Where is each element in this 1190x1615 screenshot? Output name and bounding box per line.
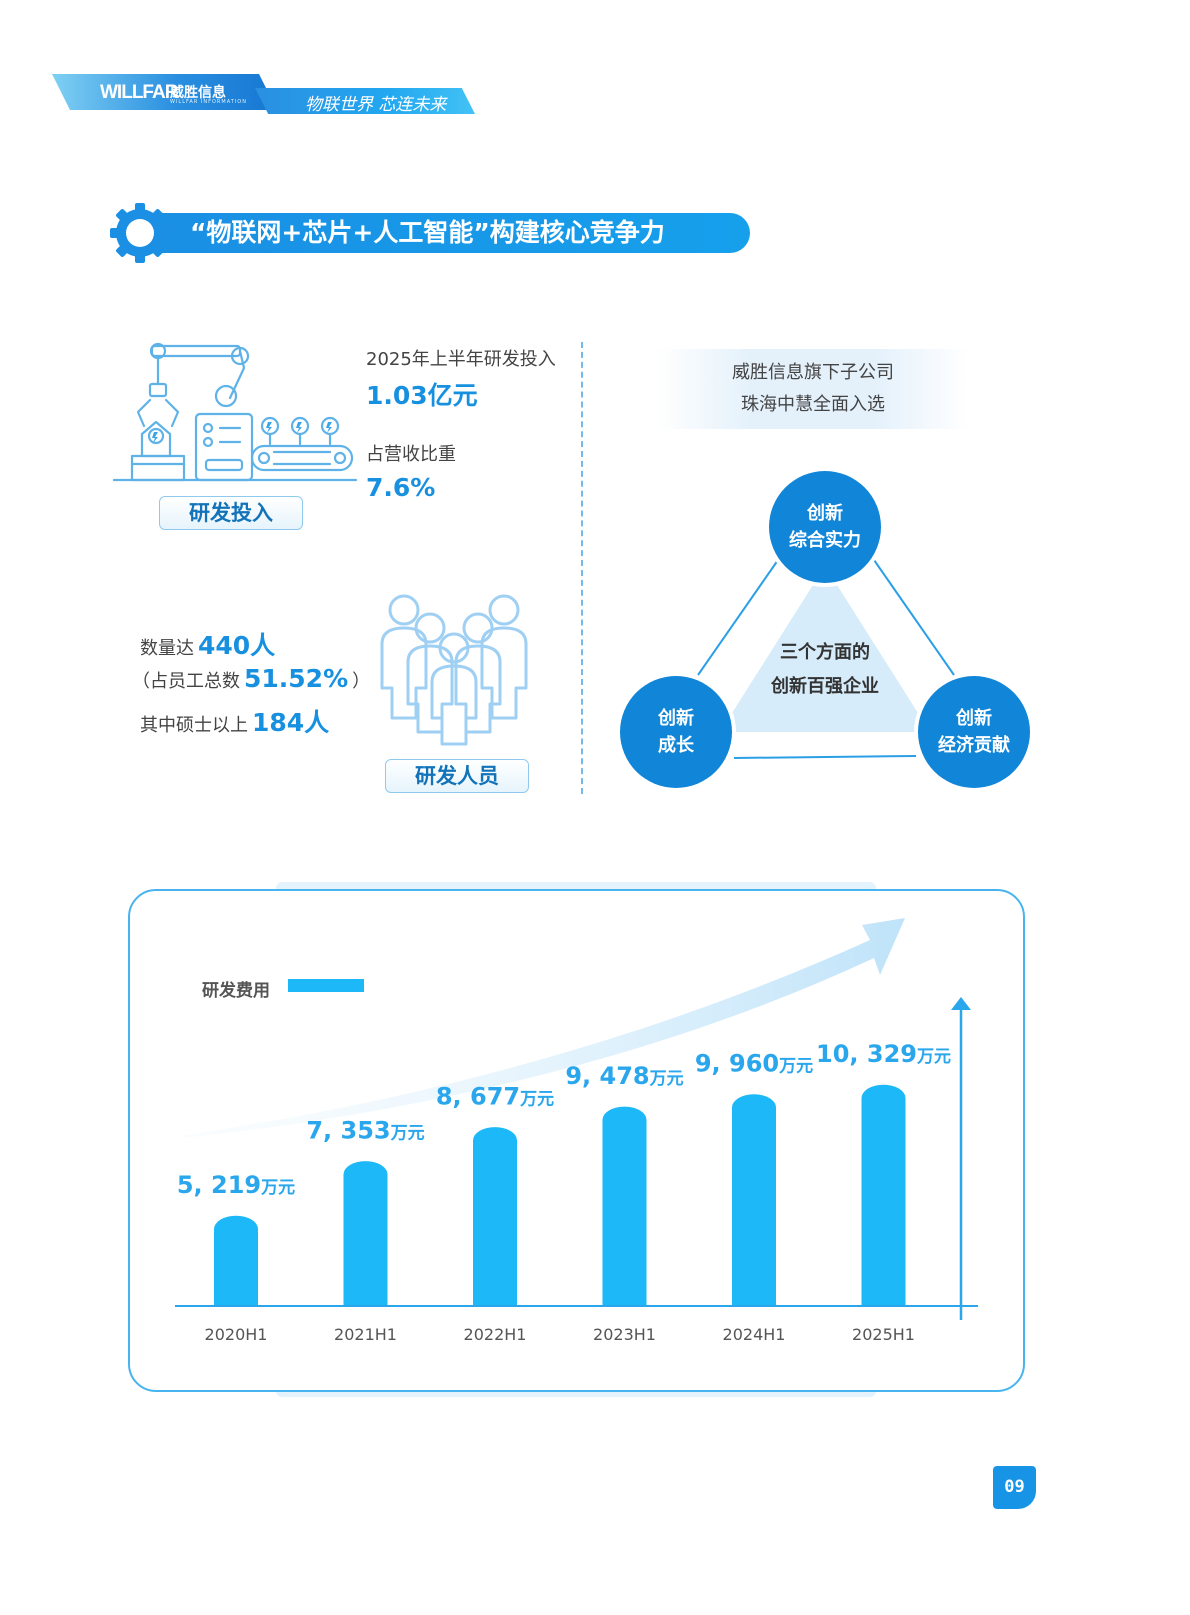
brand-name: 威胜信息: [170, 85, 226, 101]
data-label-2020H1: 5, 219万元: [177, 1171, 295, 1199]
rd-investment-button: 研发投入: [159, 496, 303, 530]
circle-top-line1: 创新: [807, 503, 843, 524]
staff-count-prefix: 数量达: [140, 638, 194, 659]
header-banner-right: [255, 88, 475, 114]
header-banner-left: [52, 74, 277, 110]
legend-label: 研发费用: [202, 981, 270, 1001]
center-label: 三个方面的 创新百强企业: [744, 636, 906, 704]
revenue-share-label: 占营收比重: [366, 444, 456, 465]
data-label-2021H1: 7, 353万元: [306, 1116, 424, 1144]
masters-prefix: 其中硕士以上: [140, 715, 248, 736]
masters-line: 其中硕士以上 184人: [140, 703, 333, 739]
staff-share-value: 51.52%: [244, 664, 349, 693]
subsidiary-box: 威胜信息旗下子公司 珠海中慧全面入选: [657, 349, 969, 429]
legend-swatch: [288, 979, 364, 992]
company-logo: WILLFAR: [100, 82, 178, 103]
bar-2023H1: [602, 1106, 647, 1306]
brand-subtitle: WILLFAR INFORMATION: [170, 99, 247, 105]
bar-2021H1: [343, 1161, 388, 1306]
robot-arm-icon: [112, 342, 358, 482]
circle-left-line1: 创新: [658, 708, 694, 729]
data-label-2023H1: 9, 478万元: [565, 1062, 683, 1090]
staff-count-value: 440人: [198, 631, 276, 660]
x-tick-2021H1: 2021H1: [334, 1325, 397, 1344]
center-line1: 三个方面的: [780, 642, 870, 663]
staff-share-suffix: ）: [352, 671, 371, 692]
x-tick-2024H1: 2024H1: [723, 1325, 786, 1344]
bar-2025H1: [861, 1084, 906, 1306]
rd-staff-button: 研发人员: [385, 759, 529, 793]
bar-2022H1: [473, 1127, 517, 1306]
subsidiary-line1: 威胜信息旗下子公司: [732, 362, 894, 383]
slogan: 物联世界 芯连未来: [305, 95, 447, 115]
x-tick-2020H1: 2020H1: [205, 1325, 268, 1344]
data-label-2024H1: 9, 960万元: [695, 1049, 813, 1077]
rd-investment-label: 2025年上半年研发投入: [366, 349, 556, 370]
rd-investment-value: 1.03亿元: [366, 381, 478, 410]
circle-economic-contribution: 创新 经济贡献: [918, 676, 1030, 788]
center-line2: 创新百强企业: [771, 676, 879, 697]
section-title-bar: [150, 213, 750, 253]
staff-share-line: （占员工总数 51.52%）: [132, 664, 370, 693]
circle-left-line2: 成长: [658, 735, 694, 756]
x-tick-2022H1: 2022H1: [464, 1325, 527, 1344]
data-label-2025H1: 10, 329万元: [816, 1040, 951, 1068]
data-label-2022H1: 8, 677万元: [436, 1082, 554, 1110]
circle-comprehensive-strength: 创新 综合实力: [769, 471, 881, 583]
divider: [581, 342, 583, 794]
staff-share-prefix: （占员工总数: [132, 671, 240, 692]
circle-right-line2: 经济贡献: [938, 735, 1010, 756]
gear-icon: [110, 203, 170, 263]
bar-2024H1: [732, 1094, 776, 1306]
x-tick-2025H1: 2025H1: [852, 1325, 915, 1344]
circle-right-line1: 创新: [956, 708, 992, 729]
section-title: “物联网+芯片+人工智能”构建核心竞争力: [190, 218, 665, 247]
page-number: 09: [993, 1466, 1036, 1509]
y-axis-arrowhead: [951, 997, 971, 1010]
circle-growth: 创新 成长: [620, 676, 732, 788]
masters-value: 184人: [252, 708, 330, 737]
revenue-share-value: 7.6%: [366, 473, 436, 502]
people-group-icon: [380, 594, 528, 746]
x-tick-2023H1: 2023H1: [593, 1325, 656, 1344]
bar-2020H1: [214, 1215, 258, 1306]
staff-count-line: 数量达 440人: [140, 626, 279, 662]
innovation-triangle: [697, 559, 955, 759]
circle-top-line2: 综合实力: [789, 530, 861, 551]
subsidiary-line2: 珠海中慧全面入选: [741, 394, 885, 415]
